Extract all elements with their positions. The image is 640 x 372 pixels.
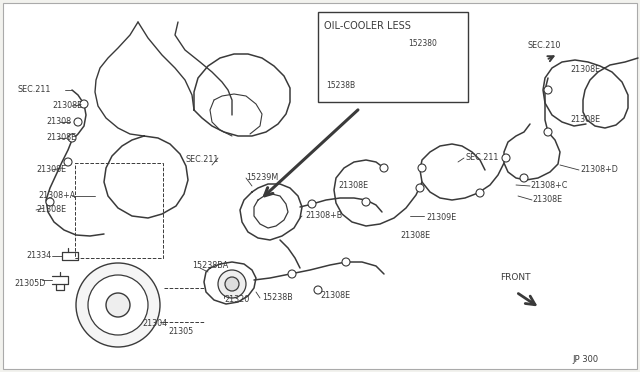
Circle shape: [76, 263, 160, 347]
Circle shape: [544, 128, 552, 136]
Text: 21308E: 21308E: [532, 196, 562, 205]
Text: 21308E: 21308E: [36, 166, 66, 174]
Circle shape: [106, 293, 130, 317]
Text: 15239M: 15239M: [246, 173, 278, 182]
Text: SEC.211: SEC.211: [18, 86, 51, 94]
Text: 21305D: 21305D: [14, 279, 45, 289]
Circle shape: [476, 189, 484, 197]
Circle shape: [68, 134, 76, 142]
Text: 21308: 21308: [46, 118, 71, 126]
Circle shape: [342, 258, 350, 266]
Circle shape: [418, 164, 426, 172]
Bar: [318, 12, 468, 102]
Circle shape: [74, 118, 82, 126]
Text: 21308E: 21308E: [570, 115, 600, 125]
Circle shape: [288, 270, 296, 278]
Text: SEC.211: SEC.211: [466, 154, 499, 163]
Circle shape: [520, 174, 528, 182]
Text: 21304: 21304: [142, 320, 167, 328]
Circle shape: [416, 184, 424, 192]
Circle shape: [46, 198, 54, 206]
Text: 21308+A: 21308+A: [38, 192, 76, 201]
Text: 15238B: 15238B: [326, 81, 355, 90]
Circle shape: [80, 100, 88, 108]
Bar: [75, 163, 163, 258]
Text: 21308E: 21308E: [52, 102, 82, 110]
Circle shape: [354, 56, 366, 68]
Text: SEC.211: SEC.211: [186, 155, 220, 164]
Circle shape: [314, 286, 322, 294]
Text: 21309E: 21309E: [426, 214, 456, 222]
Text: 21308E: 21308E: [320, 291, 350, 299]
Circle shape: [362, 198, 370, 206]
Circle shape: [64, 158, 72, 166]
Circle shape: [225, 277, 239, 291]
Text: JP 300: JP 300: [572, 356, 598, 365]
Circle shape: [380, 164, 388, 172]
Text: SEC.210: SEC.210: [528, 41, 561, 49]
Circle shape: [88, 275, 148, 335]
Text: 152380: 152380: [408, 39, 437, 48]
Circle shape: [502, 154, 510, 162]
Text: 21308E: 21308E: [36, 205, 66, 215]
Text: 21305: 21305: [168, 327, 193, 337]
Text: FRONT: FRONT: [500, 273, 531, 282]
Text: 21334: 21334: [26, 251, 51, 260]
Circle shape: [218, 270, 246, 298]
Text: OIL-COOLER LESS: OIL-COOLER LESS: [324, 21, 411, 31]
Text: 21308+B: 21308+B: [305, 211, 342, 219]
Text: 21308E: 21308E: [46, 134, 76, 142]
Text: 21320: 21320: [224, 295, 249, 305]
Circle shape: [365, 65, 375, 75]
Text: 15238BA: 15238BA: [192, 260, 228, 269]
Text: 21308E: 21308E: [400, 231, 430, 241]
Text: 21308E: 21308E: [570, 65, 600, 74]
Text: 21308E: 21308E: [338, 182, 368, 190]
Circle shape: [544, 86, 552, 94]
Circle shape: [308, 200, 316, 208]
Text: 15238B: 15238B: [262, 294, 292, 302]
Text: 21308+C: 21308+C: [530, 180, 568, 189]
Text: 21308+D: 21308+D: [580, 166, 618, 174]
